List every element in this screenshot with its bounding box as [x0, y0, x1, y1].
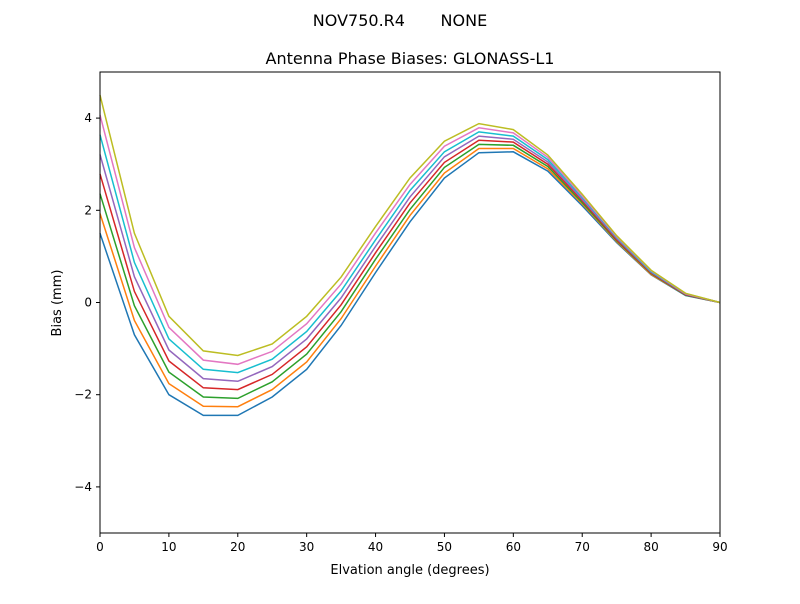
series-line-4 — [99, 135, 721, 383]
y-tick-label: 0 — [84, 296, 92, 310]
y-tick-label: 2 — [84, 203, 92, 217]
x-tick-label: 60 — [506, 540, 521, 554]
x-tick-label: 0 — [96, 540, 104, 554]
axes-frame — [99, 71, 721, 534]
y-axis-label: Bias (mm) — [50, 270, 65, 337]
series-line-6 — [99, 114, 721, 366]
x-tick-label: 40 — [368, 540, 383, 554]
y-tick-label: −4 — [74, 480, 92, 494]
chart-suptitle: NOV750.R4 NONE — [313, 11, 487, 30]
series-lines — [99, 94, 721, 417]
y-tick-label: −2 — [74, 388, 92, 402]
y-axis: −4 −2 0 2 4 — [74, 111, 100, 494]
x-axis-label: Elvation angle (degrees) — [330, 563, 489, 578]
chart-title: Antenna Phase Biases: GLONASS-L1 — [266, 49, 555, 68]
x-tick-label: 50 — [437, 540, 452, 554]
y-tick-label: 4 — [84, 111, 92, 125]
x-tick-label: 90 — [712, 540, 727, 554]
series-line-1 — [99, 147, 721, 408]
x-tick-label: 70 — [575, 540, 590, 554]
x-axis: 0 10 20 30 40 50 60 70 80 90 — [96, 533, 728, 554]
x-tick-label: 80 — [643, 540, 658, 554]
x-tick-label: 30 — [299, 540, 314, 554]
series-line-7 — [99, 94, 721, 357]
series-line-3 — [99, 139, 721, 391]
x-tick-label: 10 — [161, 540, 176, 554]
x-tick-label: 20 — [230, 540, 245, 554]
